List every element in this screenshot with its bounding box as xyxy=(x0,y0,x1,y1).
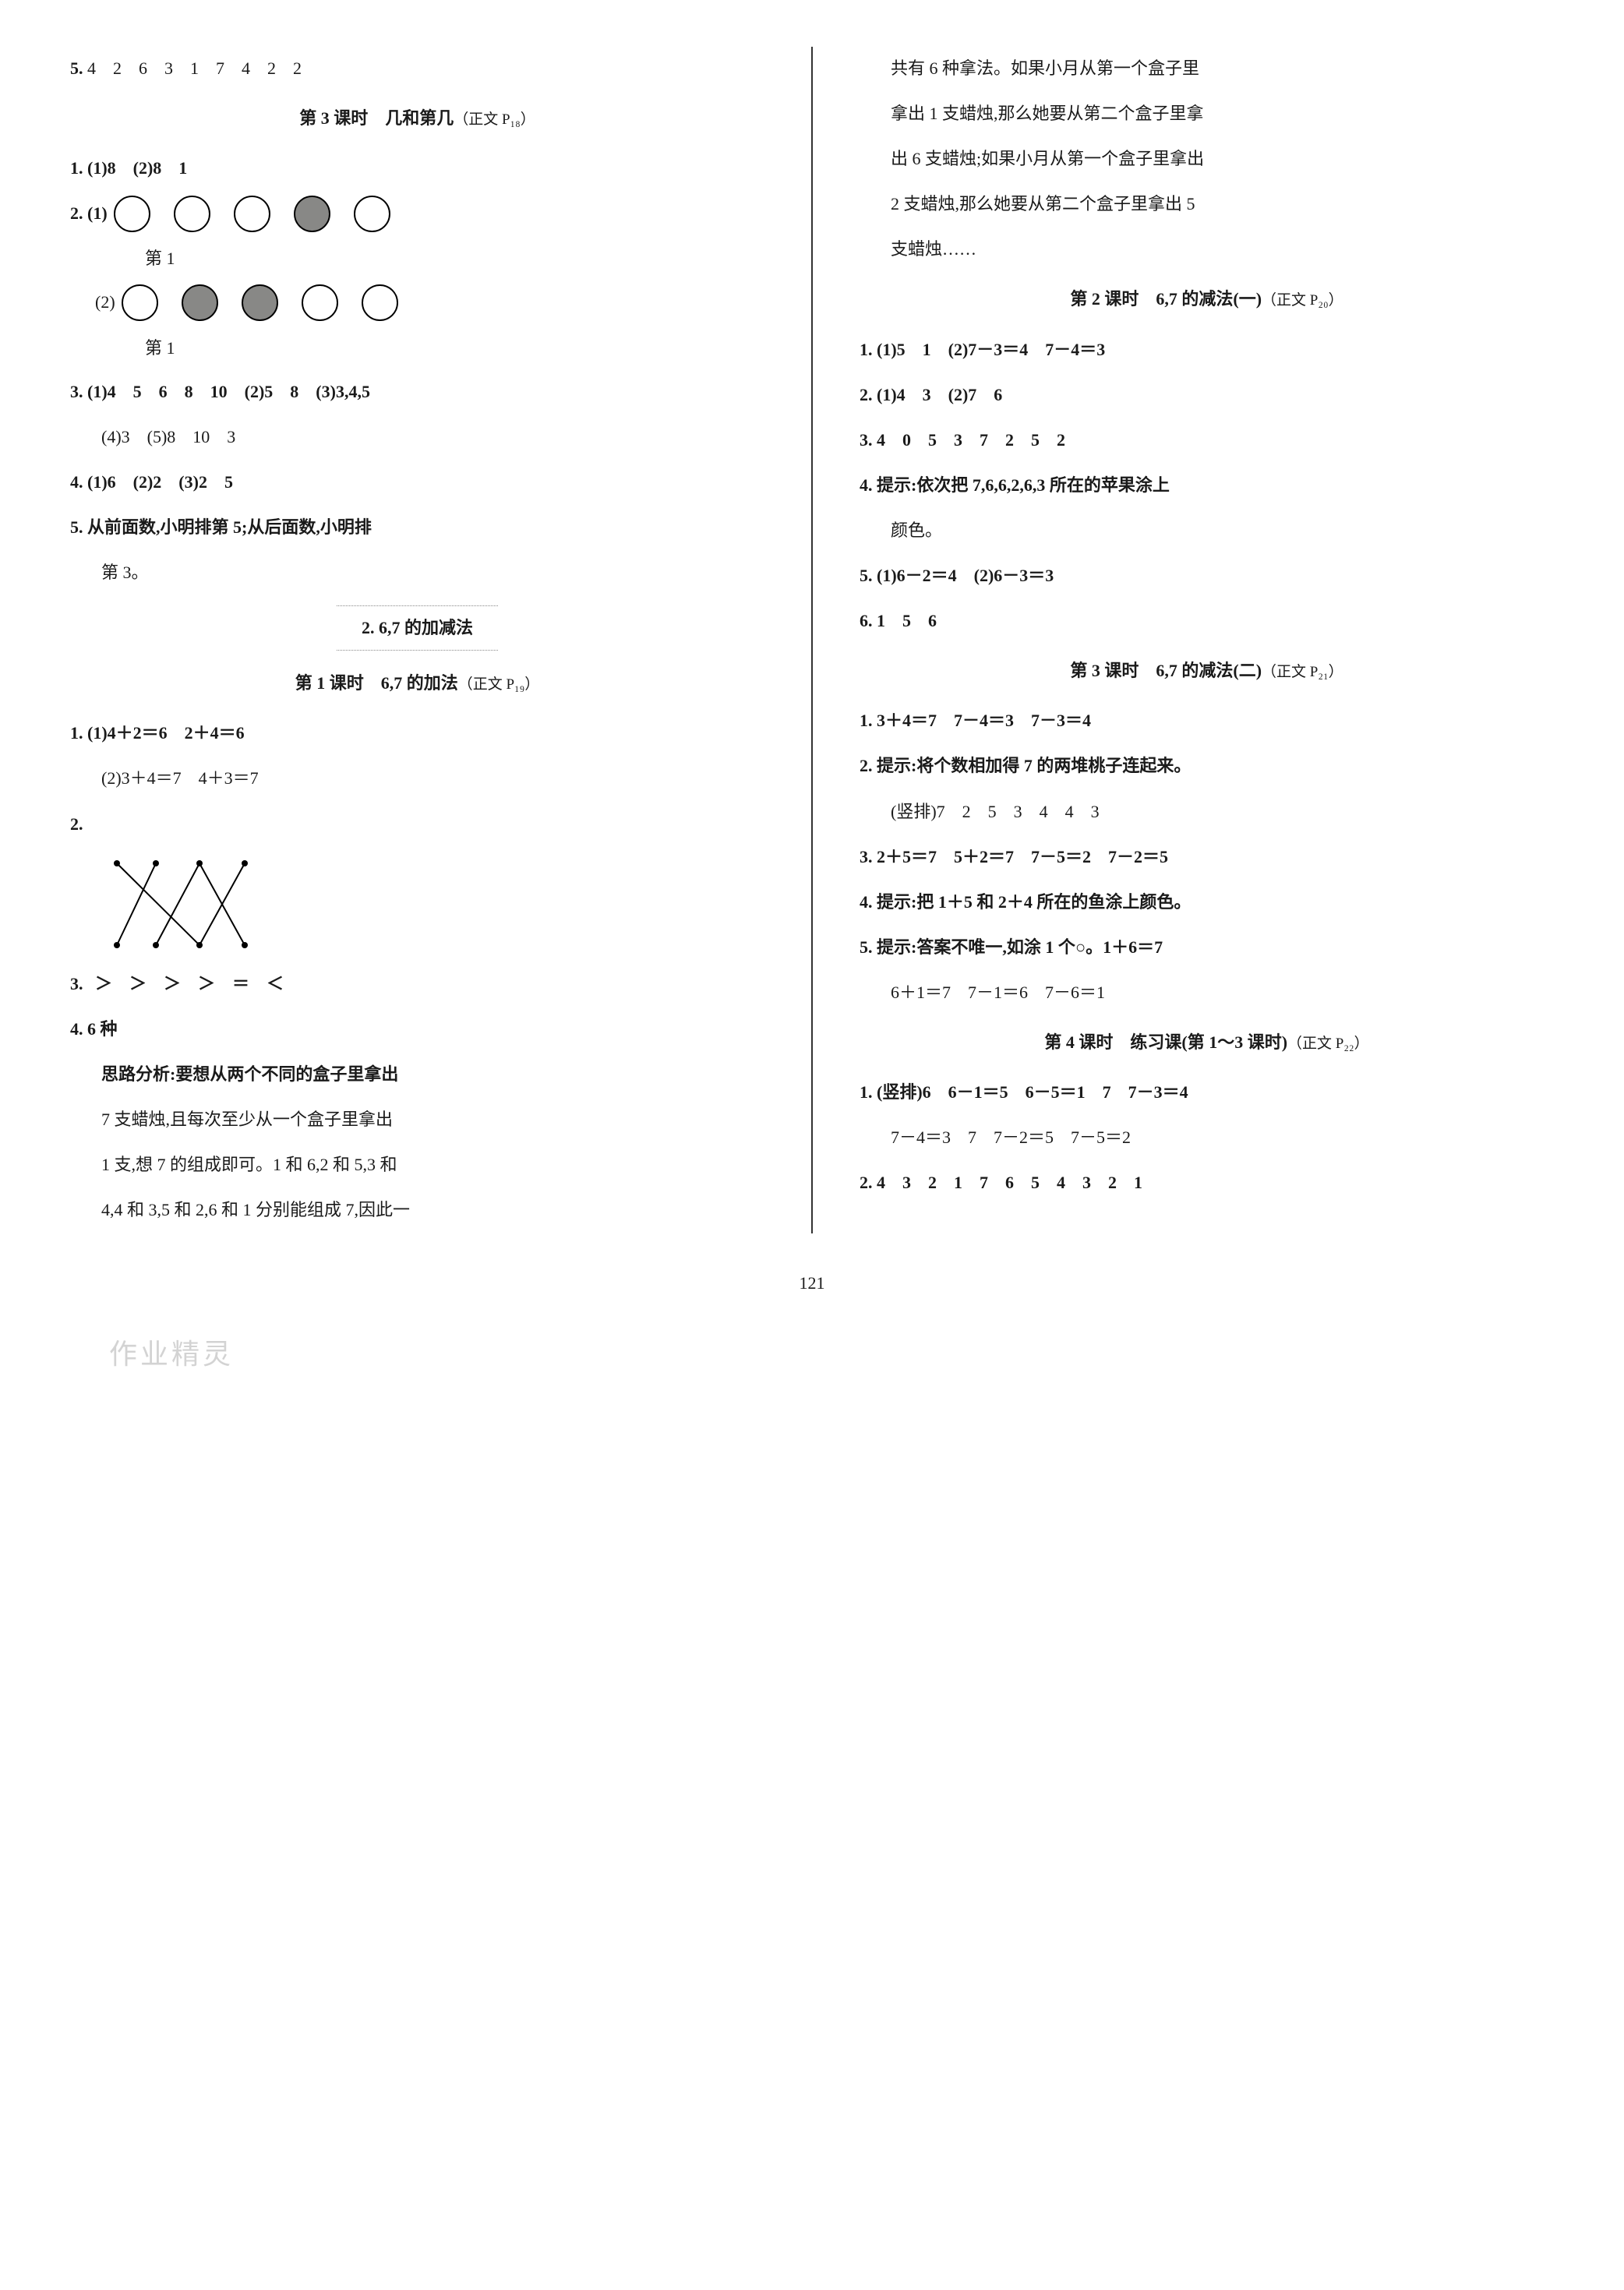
circle-empty-icon xyxy=(362,284,398,321)
lesson3-ref: （正文 P₁₈） xyxy=(454,111,535,128)
r-q3: 3. 4 0 5 3 7 2 5 2 xyxy=(860,418,1554,462)
q2-row1: 2. (1) xyxy=(70,192,764,235)
circle-empty-icon xyxy=(114,196,150,232)
circle-empty-icon xyxy=(234,196,270,232)
cont-l2: 拿出 1 支蜡烛,那么她要从第二个盒子里拿 xyxy=(860,92,1554,136)
section2-header: 2. 6,7 的加减法 xyxy=(70,605,764,651)
lesson1-header: 第 1 课时 6,7 的加法（正文 P₁₉） xyxy=(70,662,764,705)
circle-empty-icon xyxy=(174,196,210,232)
lesson2-header: 第 2 课时 6,7 的减法(一)（正文 P₂₀） xyxy=(860,277,1554,321)
r4-q1-l2: 7－4＝3 7 7－2＝5 7－5＝2 xyxy=(860,1116,1554,1159)
cont-l4: 2 支蜡烛,那么她要从第二个盒子里拿出 5 xyxy=(860,182,1554,226)
r3-q2-l1: 2. 提示:将个数相加得 7 的两堆桃子连起来。 xyxy=(860,744,1554,788)
circle-empty-icon xyxy=(354,196,390,232)
q5b-l2: 第 3。 xyxy=(70,551,764,595)
lesson3-header: 第 3 课时 几和第几（正文 P₁₈） xyxy=(70,97,764,140)
lesson4-title: 第 4 课时 练习课(第 1～3 课时) xyxy=(1044,1032,1287,1052)
r-q5: 5. (1)6－2＝4 (2)6－3＝3 xyxy=(860,554,1554,598)
circle-filled-icon xyxy=(294,196,330,232)
s2q1-l1: 1. (1)4＋2＝6 2＋4＝6 xyxy=(70,711,764,755)
lesson4-ref: （正文 P₂₂） xyxy=(1287,1036,1369,1052)
circle-empty-icon xyxy=(122,284,158,321)
lesson3b-header: 第 3 课时 6,7 的减法(二)（正文 P₂₁） xyxy=(860,649,1554,693)
lesson3b-title: 第 3 课时 6,7 的减法(二) xyxy=(1070,661,1262,680)
s2q2: 2. xyxy=(70,803,764,846)
s2q3: 3. ＞ ＞ ＞ ＞ ＝ ＜ xyxy=(70,962,764,1006)
cross-svg-icon xyxy=(98,856,270,953)
q5-text: 5.5. 4 2 6 3 1 7 4 2 2 4 2 6 3 1 7 4 2 2 xyxy=(70,47,764,90)
q1: 1. (1)8 (2)8 1 xyxy=(70,146,764,190)
q2-label2: 第 1 xyxy=(70,326,764,370)
q5b-l1: 5. 从前面数,小明排第 5;从后面数,小明排 xyxy=(70,506,764,549)
right-column: 共有 6 种拿法。如果小月从第一个盒子里 拿出 1 支蜡烛,那么她要从第二个盒子… xyxy=(860,47,1554,1233)
r3-q2-l2: (竖排)7 2 5 3 4 4 3 xyxy=(860,790,1554,834)
r-q4-l1: 4. 提示:依次把 7,6,6,2,6,3 所在的苹果涂上 xyxy=(860,464,1554,507)
watermark-text: 作业精灵 xyxy=(70,1319,1554,1391)
r-q1: 1. (1)5 1 (2)7－3＝4 7－4＝3 xyxy=(860,328,1554,372)
r3-q3: 3. 2＋5＝7 5＋2＝7 7－5＝2 7－2＝5 xyxy=(860,835,1554,879)
q2-row2: (2) xyxy=(70,281,764,324)
circles-row2 xyxy=(122,284,398,321)
cont-l1: 共有 6 种拿法。如果小月从第一个盒子里 xyxy=(860,47,1554,90)
section2-title: 2. 6,7 的加减法 xyxy=(337,605,498,651)
lesson2-title: 第 2 课时 6,7 的减法(一) xyxy=(1070,289,1262,309)
analysis-l2: 7 支蜡烛,且每次至少从一个盒子里拿出 xyxy=(70,1098,764,1141)
cross-diagram xyxy=(70,856,764,953)
r3-q5-l2: 6＋1＝7 7－1＝6 7－6＝1 xyxy=(860,971,1554,1014)
lesson2-ref: （正文 P₂₀） xyxy=(1262,292,1343,309)
r3-q4: 4. 提示:把 1＋5 和 2＋4 所在的鱼涂上颜色。 xyxy=(860,880,1554,924)
page-layout: 5.5. 4 2 6 3 1 7 4 2 2 4 2 6 3 1 7 4 2 2… xyxy=(70,47,1554,1233)
r3-q1: 1. 3＋4＝7 7－4＝3 7－3＝4 xyxy=(860,699,1554,743)
q2-prefix: 2. (1) xyxy=(70,192,108,235)
q3-l1: 3. (1)4 5 6 8 10 (2)5 8 (3)3,4,5 xyxy=(70,370,764,414)
lesson1-ref: （正文 P₁₉） xyxy=(458,676,540,693)
s2q1-l2: (2)3＋4＝7 4＋3＝7 xyxy=(70,757,764,800)
q2-sub2: (2) xyxy=(95,281,115,324)
lesson3b-ref: （正文 P₂₁） xyxy=(1262,664,1343,680)
lesson1-title: 第 1 课时 6,7 的加法 xyxy=(295,673,458,693)
q1-content: 1. (1)8 (2)8 1 xyxy=(70,158,187,178)
s2q4: 4. 6 种 xyxy=(70,1007,764,1051)
r-q6: 6. 1 5 6 xyxy=(860,599,1554,643)
r4-q2: 2. 4 3 2 1 7 6 5 4 3 2 1 xyxy=(860,1161,1554,1205)
q4: 4. (1)6 (2)2 (3)2 5 xyxy=(70,460,764,504)
left-column: 5.5. 4 2 6 3 1 7 4 2 2 4 2 6 3 1 7 4 2 2… xyxy=(70,47,764,1233)
circles-row1 xyxy=(114,196,390,232)
lesson4-header: 第 4 课时 练习课(第 1～3 课时)（正文 P₂₂） xyxy=(860,1021,1554,1064)
q2-label1: 第 1 xyxy=(70,237,764,281)
r3-q5-l1: 5. 提示:答案不唯一,如涂 1 个○。1＋6＝7 xyxy=(860,926,1554,969)
r-q2: 2. (1)4 3 (2)7 6 xyxy=(860,373,1554,417)
analysis-l1: 思路分析:要想从两个不同的盒子里拿出 xyxy=(70,1053,764,1096)
column-divider xyxy=(811,47,813,1233)
cont-l3: 出 6 支蜡烛;如果小月从第一个盒子里拿出 xyxy=(860,137,1554,181)
q3-l2: (4)3 (5)8 10 3 xyxy=(70,415,764,459)
circle-empty-icon xyxy=(302,284,338,321)
r4-q1-l1: 1. (竖排)6 6－1＝5 6－5＝1 7 7－3＝4 xyxy=(860,1071,1554,1114)
lesson3-title: 第 3 课时 几和第几 xyxy=(299,108,454,128)
circle-filled-icon xyxy=(182,284,218,321)
circle-filled-icon xyxy=(242,284,278,321)
analysis-l3: 1 支,想 7 的组成即可。1 和 6,2 和 5,3 和 xyxy=(70,1143,764,1187)
analysis-l4: 4,4 和 3,5 和 2,6 和 1 分别能组成 7,因此一 xyxy=(70,1188,764,1232)
cont-l5: 支蜡烛…… xyxy=(860,228,1554,271)
r-q4-l2: 颜色。 xyxy=(860,509,1554,552)
page-number: 121 xyxy=(70,1261,1554,1305)
